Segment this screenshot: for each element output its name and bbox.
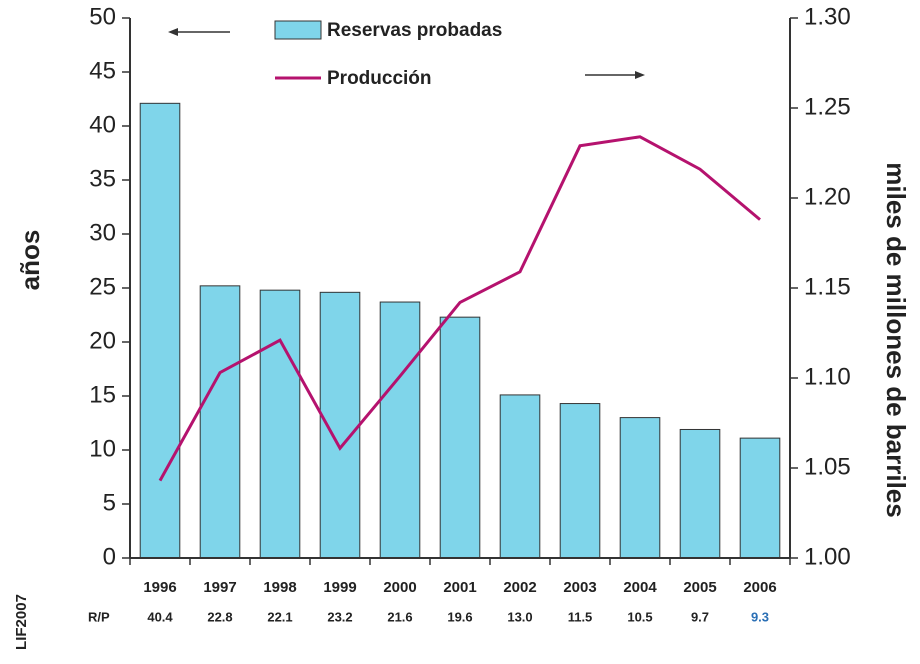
arrow-left [168,28,230,36]
x-tick-label: 2000 [383,579,416,596]
x-tick-label: 2003 [563,579,596,596]
y-tick-label: 5 [103,489,116,516]
y2-tick-label: 1.15 [804,273,851,300]
rp-value: 21.6 [387,609,412,624]
x-tick-label: 2005 [683,579,716,596]
bar [439,316,481,559]
rp-value: 22.1 [267,609,292,624]
x-tick-label: 1996 [143,579,176,596]
rp-value: 19.6 [447,609,472,624]
arrow-right [585,71,645,79]
y-tick-label: 10 [89,435,116,462]
rp-value: 22.8 [207,609,232,624]
rp-value: 13.0 [507,609,532,624]
y-tick-label: 40 [89,111,116,138]
rp-value: 9.3 [751,609,769,624]
rp-value: 40.4 [147,609,173,624]
legend-label: Producción [327,68,432,89]
bar [739,437,781,559]
rp-value: 11.5 [568,609,593,624]
source: LIF2007 [13,594,30,650]
y-tick-label: 35 [89,165,116,192]
x-tick-label: 1997 [203,579,236,596]
legend-swatch [274,20,322,40]
bar [259,289,301,559]
rp-label: R/P [88,609,110,624]
bar [199,285,241,559]
x-tick-label: 1999 [323,579,356,596]
y-tick-label: 0 [103,543,116,570]
x-tick-label: 2001 [443,579,476,596]
y2-tick-label: 1.20 [804,183,851,210]
y-tick-label: 50 [89,3,116,30]
bar [559,403,601,559]
x-tick-label: 2006 [743,579,776,596]
y-tick-label: 30 [89,219,116,246]
rp-value: 9.7 [691,609,709,624]
y2-tick-label: 1.30 [804,3,851,30]
y-axis-title: años [15,230,45,291]
x-tick-label: 1998 [263,579,296,596]
bar [139,102,181,559]
rp-value: 10.5 [627,609,652,624]
x-tick-label: 2002 [503,579,536,596]
y2-tick-label: 1.25 [804,93,851,120]
bar [679,428,721,559]
y2-tick-label: 1.00 [804,543,851,570]
bar [379,301,421,559]
line [158,135,761,482]
y-tick-label: 20 [89,327,116,354]
y-tick-label: 45 [89,57,116,84]
bar [619,417,661,559]
legend-label: Reservas probadas [327,20,502,41]
rp-value: 23.2 [327,609,352,624]
bar [499,394,541,559]
x-tick-label: 2004 [623,579,657,596]
y2-tick-label: 1.10 [804,363,851,390]
y2-axis-title: miles de millones de barriles [881,162,911,517]
y-tick-label: 25 [89,273,116,300]
y-tick-label: 15 [89,381,116,408]
y2-tick-label: 1.05 [804,453,851,480]
